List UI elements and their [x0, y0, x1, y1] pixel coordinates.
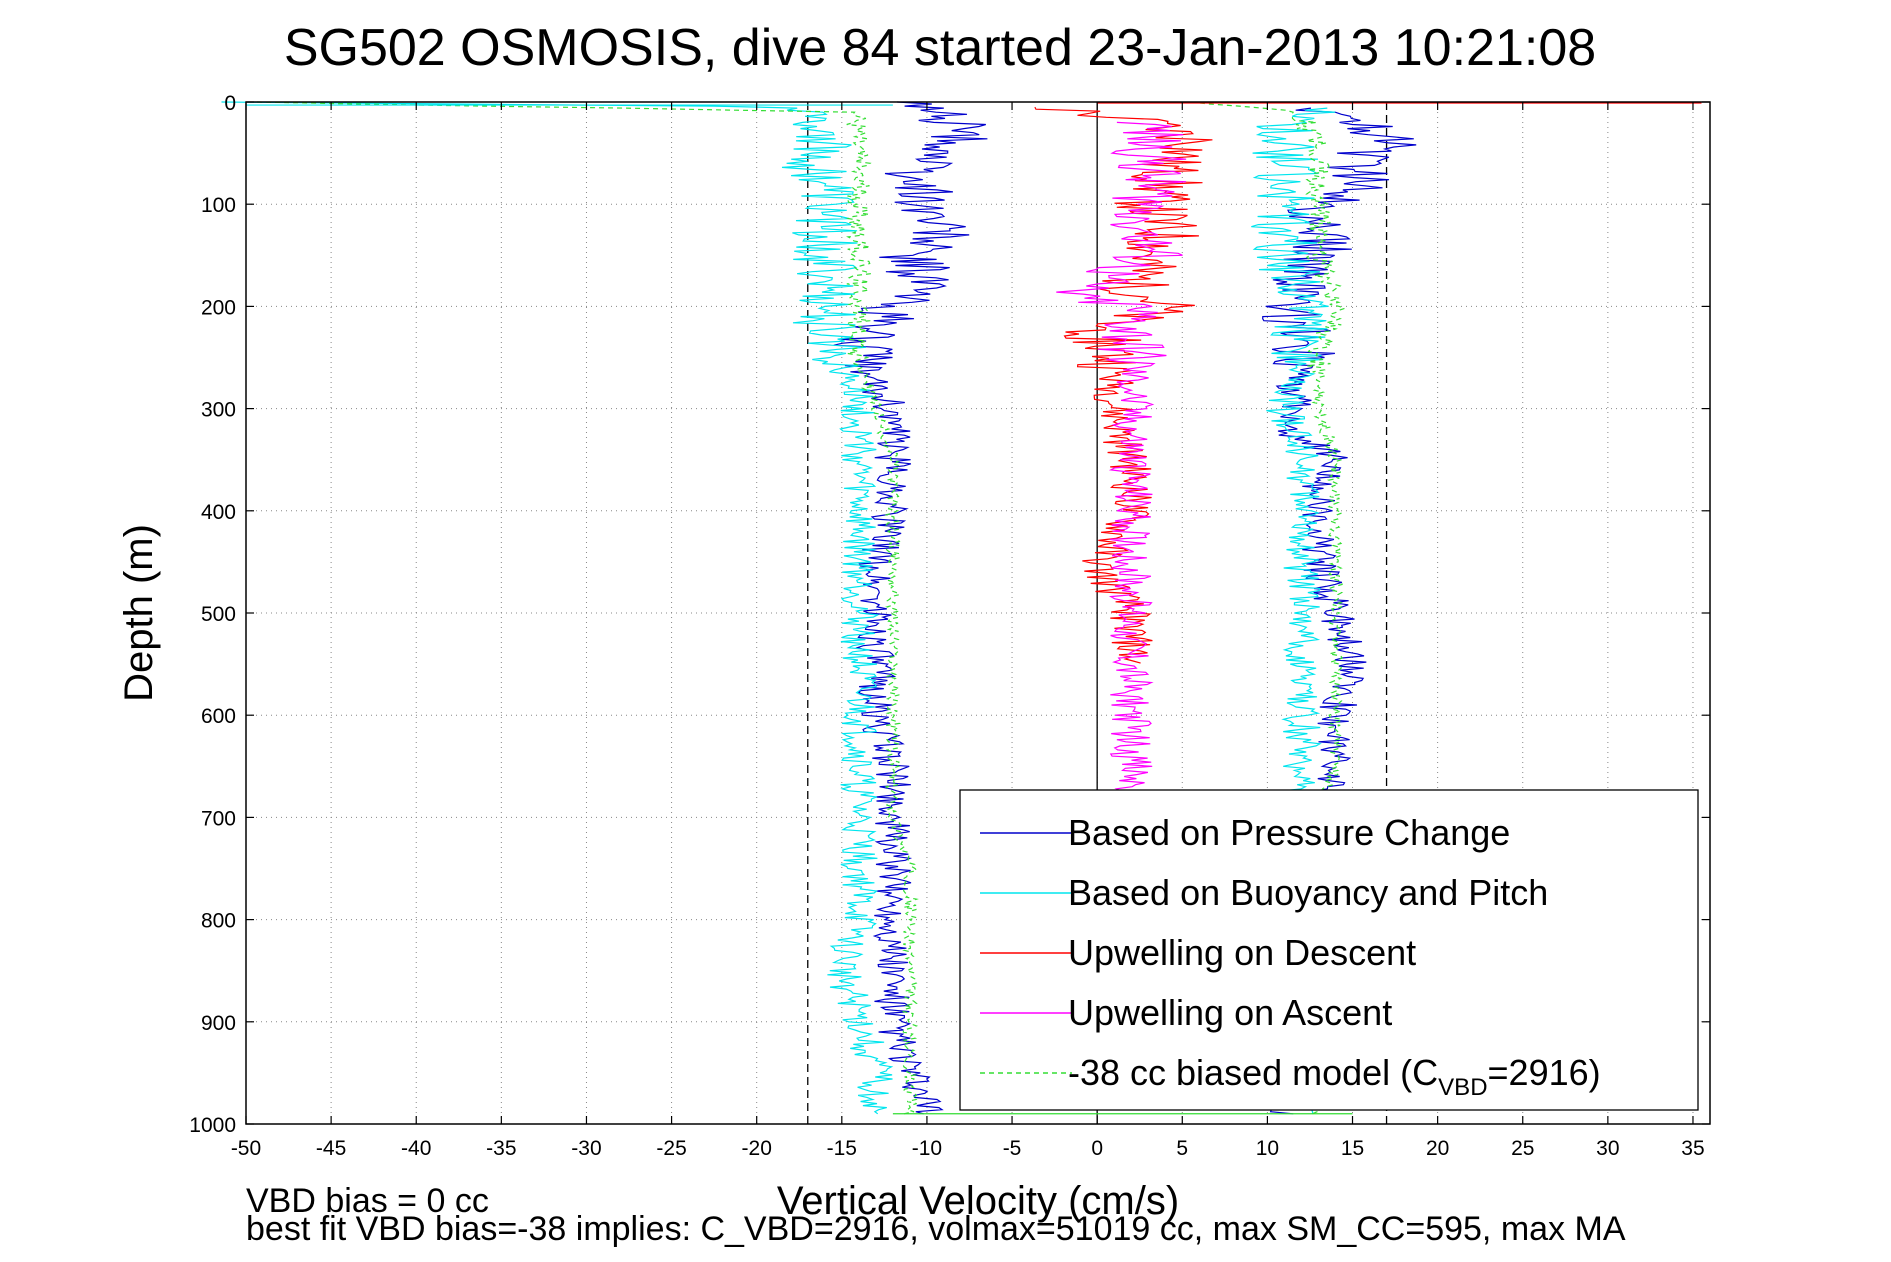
x-tick-label: -20 [742, 1137, 772, 1160]
x-tick-label: 30 [1596, 1137, 1619, 1160]
legend-entry: Based on Buoyancy and Pitch [1068, 872, 1548, 913]
y-tick-label: 200 [201, 296, 236, 319]
footer-bestfit-line: best fit VBD bias=-38 implies: C_VBD=291… [246, 1210, 1626, 1248]
x-tick-label: -45 [316, 1137, 346, 1160]
legend-entry: Upwelling on Ascent [1068, 992, 1392, 1033]
legend-entry: -38 cc biased model (CVBD=2916) [1068, 1052, 1601, 1101]
series-line-3 [1034, 106, 1213, 664]
y-tick-label: 800 [201, 910, 236, 933]
legend-entry: Based on Pressure Change [1068, 812, 1510, 853]
legend-box [959, 789, 1699, 1111]
x-tick-label: -25 [656, 1137, 686, 1160]
chart-title: SG502 OSMOSIS, dive 84 started 23-Jan-20… [284, 19, 1596, 77]
x-tick-label: -10 [912, 1137, 942, 1160]
x-tick-label: 35 [1681, 1137, 1704, 1160]
y-tick-label: 300 [201, 399, 236, 422]
x-tick-label: -50 [231, 1137, 261, 1160]
x-tick-label: 20 [1426, 1137, 1449, 1160]
x-tick-label: -30 [571, 1137, 601, 1160]
y-tick-label: 1000 [189, 1114, 236, 1137]
x-axis-ticks: -50 -45 -40 -35 -30 -25 -20 -15 -10 -5 0 5 10 15 20 25 3… [231, 102, 1705, 1160]
series-line-4 [1056, 121, 1187, 798]
y-tick-label: 700 [201, 807, 236, 830]
series-line-2-descent [221, 101, 894, 1115]
x-tick-label: -40 [401, 1137, 431, 1160]
x-tick-label: 15 [1341, 1137, 1364, 1160]
x-tick-label: 0 [1091, 1137, 1103, 1160]
x-tick-label: 5 [1176, 1137, 1188, 1160]
y-tick-label: 600 [201, 705, 236, 728]
y-axis-label: Depth (m) [117, 524, 161, 702]
y-tick-label: 400 [201, 501, 236, 524]
x-tick-label: 25 [1511, 1137, 1534, 1160]
x-tick-label: -15 [827, 1137, 857, 1160]
y-tick-label: 900 [201, 1012, 236, 1035]
x-tick-label: 10 [1256, 1137, 1279, 1160]
x-axis-label: Vertical Velocity (cm/s) [777, 1179, 1179, 1223]
x-tick-label: -5 [1003, 1137, 1022, 1160]
y-tick-label: 0 [224, 92, 236, 115]
legend: Based on Pressure Change Based on Buoyanc… [959, 789, 1699, 1111]
y-axis-ticks: 0 100 200 300 400 500 600 700 800 900 1000 [189, 92, 1710, 1137]
x-tick-label: -35 [486, 1137, 516, 1160]
legend-entry: Upwelling on Descent [1068, 932, 1416, 973]
series-line-1-descent [833, 101, 988, 1115]
y-tick-label: 500 [201, 603, 236, 626]
footer-bias-line: VBD bias = 0 cc [246, 1182, 489, 1220]
y-tick-label: 100 [201, 194, 236, 217]
